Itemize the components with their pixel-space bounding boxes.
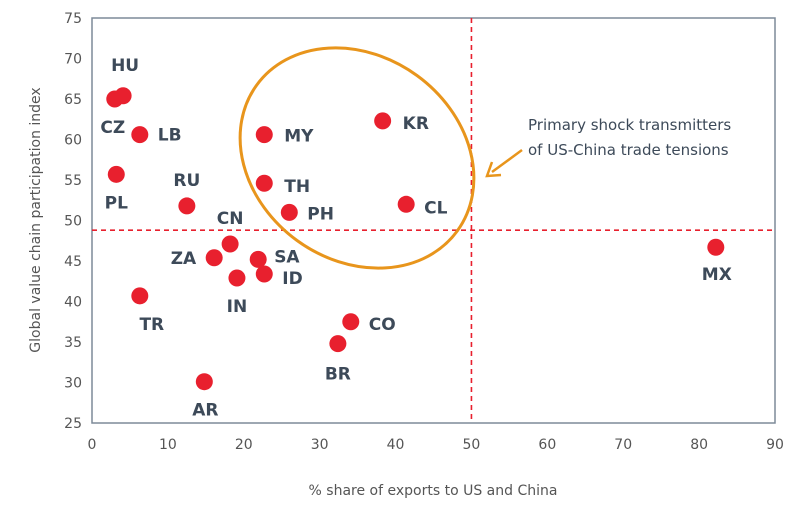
point-label: LB xyxy=(158,126,182,146)
point-label: CO xyxy=(369,315,396,335)
point-label: ID xyxy=(282,269,302,289)
annotation-line-1: Primary shock transmitters xyxy=(528,116,731,134)
point-label: PH xyxy=(307,204,334,224)
y-tick-label: 60 xyxy=(64,133,82,149)
y-tick-label: 30 xyxy=(64,376,82,392)
data-point-ph: PH xyxy=(280,203,334,224)
y-tick-label: 75 xyxy=(64,11,82,27)
point-marker xyxy=(228,269,246,287)
y-tick-label: 40 xyxy=(64,295,82,311)
point-marker xyxy=(195,373,213,391)
y-axis-label: Global value chain participation index xyxy=(28,87,44,352)
point-marker xyxy=(397,195,415,213)
data-point-my: MY xyxy=(255,126,314,147)
x-tick-label: 60 xyxy=(538,437,556,453)
y-tick-label: 55 xyxy=(64,173,82,189)
y-tick-label: 70 xyxy=(64,52,82,68)
point-label: SA xyxy=(274,247,300,267)
point-label: MX xyxy=(702,265,732,285)
point-marker xyxy=(131,287,149,305)
data-point-mx: MX xyxy=(702,238,732,285)
data-point-za: ZA xyxy=(171,249,223,269)
point-marker xyxy=(106,90,124,108)
point-label: PL xyxy=(105,193,128,213)
x-tick-label: 40 xyxy=(387,437,405,453)
data-point-kr: KR xyxy=(374,112,429,134)
point-label: CZ xyxy=(100,118,125,138)
point-marker xyxy=(707,238,725,256)
point-marker xyxy=(255,174,273,192)
y-tick-label: 35 xyxy=(64,335,82,351)
x-tick-label: 10 xyxy=(159,437,177,453)
data-point-tr: TR xyxy=(131,287,164,335)
plot-frame xyxy=(91,17,776,424)
point-label: AR xyxy=(192,401,218,421)
x-tick-label: 20 xyxy=(235,437,253,453)
point-marker xyxy=(131,126,149,144)
annotation-arrow xyxy=(485,148,523,178)
point-label: ZA xyxy=(171,249,197,269)
y-tick-label: 65 xyxy=(64,92,82,108)
data-point-in: IN xyxy=(227,269,248,317)
data-point-sa: SA xyxy=(249,247,300,268)
point-marker xyxy=(342,313,360,331)
highlight-ellipse xyxy=(238,46,476,270)
y-tick-label: 50 xyxy=(64,214,82,230)
point-marker xyxy=(221,235,239,253)
point-marker xyxy=(205,249,223,267)
x-tick-label: 30 xyxy=(311,437,329,453)
point-marker xyxy=(255,265,273,283)
x-tick-label: 70 xyxy=(614,437,632,453)
point-label: IN xyxy=(227,297,248,317)
point-marker xyxy=(329,335,347,353)
data-point-cl: CL xyxy=(397,195,448,218)
x-tick-label: 80 xyxy=(690,437,708,453)
data-point-ar: AR xyxy=(192,373,218,421)
x-axis-label: % share of exports to US and China xyxy=(309,483,558,499)
data-point-ru: RU xyxy=(173,171,200,215)
x-tick-label: 90 xyxy=(766,437,784,453)
point-marker xyxy=(178,197,196,215)
point-label: MY xyxy=(284,127,314,147)
x-tick-label: 0 xyxy=(88,437,97,453)
data-point-pl: PL xyxy=(105,165,128,213)
data-point-lb: LB xyxy=(131,126,182,146)
data-point-id: ID xyxy=(255,265,303,289)
point-label: BR xyxy=(325,365,351,385)
data-point-th: TH xyxy=(255,174,310,197)
point-label: TR xyxy=(139,315,164,335)
point-label: HU xyxy=(111,56,139,76)
point-label: CL xyxy=(424,198,447,218)
point-marker xyxy=(280,203,298,221)
point-marker xyxy=(374,112,392,130)
annotation-line-2: of US-China trade tensions xyxy=(528,141,729,159)
point-label: KR xyxy=(403,114,429,134)
data-point-br: BR xyxy=(325,335,351,385)
data-point-cz: CZ xyxy=(100,90,125,138)
point-label: CN xyxy=(217,209,244,229)
point-marker xyxy=(255,126,273,144)
y-tick-label: 25 xyxy=(64,416,82,432)
point-label: TH xyxy=(284,177,310,197)
data-point-co: CO xyxy=(342,313,396,335)
point-label: RU xyxy=(173,171,200,191)
point-marker xyxy=(107,165,125,183)
x-tick-label: 50 xyxy=(463,437,481,453)
data-point-cn: CN xyxy=(217,209,244,253)
point-marker xyxy=(249,250,267,268)
y-tick-label: 45 xyxy=(64,254,82,270)
